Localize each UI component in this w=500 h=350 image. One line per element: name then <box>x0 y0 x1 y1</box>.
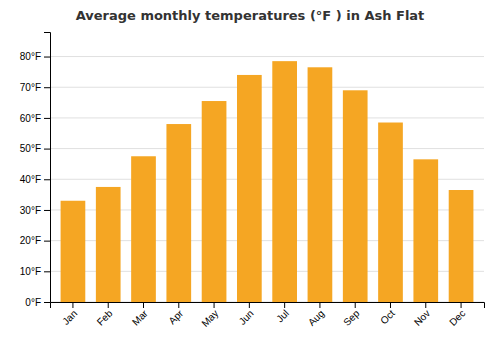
x-tick: Oct <box>378 302 397 326</box>
x-tick: Dec <box>447 302 467 328</box>
bar <box>131 156 156 302</box>
y-tick: 0°F <box>25 297 50 308</box>
bar <box>272 61 297 302</box>
y-tick-mark <box>44 271 50 272</box>
y-tick: 10°F <box>20 266 50 277</box>
y-axis: 0°F 10°F 20°F 30°F 40°F 50°F 60°F 70°F 80°F <box>20 33 51 308</box>
bar <box>237 75 262 302</box>
y-tick-label: 40°F <box>20 174 41 185</box>
bars <box>61 61 474 302</box>
x-tick-label: Aug <box>306 308 326 328</box>
y-tick: 80°F <box>20 51 50 62</box>
x-tick-label: Sep <box>341 307 362 328</box>
y-tick: 50°F <box>20 143 50 154</box>
x-tick-label: Jan <box>60 308 79 327</box>
y-tick: 30°F <box>20 205 50 216</box>
title: Average monthly temperatures (°F ) in As… <box>76 8 425 23</box>
x-tick-label: Mar <box>130 307 150 327</box>
x-tick: May <box>199 302 220 329</box>
bar <box>96 187 121 302</box>
grid <box>50 57 484 302</box>
y-tick-mark <box>44 149 50 150</box>
x-tick: Jan <box>60 302 79 327</box>
x-tick: Aug <box>306 302 326 328</box>
x-tick-mark <box>390 302 391 308</box>
x-tick-label: Dec <box>447 308 467 328</box>
y-axis-line <box>44 33 51 303</box>
x-tick-label: Apr <box>166 307 185 326</box>
x-tick: Mar <box>130 302 150 328</box>
bar <box>378 123 403 302</box>
x-tick-label: Feb <box>95 307 115 327</box>
grid-line <box>50 87 484 88</box>
x-tick-mark <box>143 302 144 308</box>
y-tick-label: 30°F <box>20 205 41 216</box>
x-tick-mark <box>178 302 179 308</box>
y-tick: 40°F <box>20 174 50 185</box>
y-tick-mark <box>44 302 50 303</box>
bar <box>61 201 86 302</box>
bar <box>343 90 368 302</box>
x-tick-mark <box>214 302 215 308</box>
x-tick-mark <box>249 302 250 308</box>
y-tick-label: 60°F <box>20 113 41 124</box>
y-tick-mark <box>44 118 50 119</box>
bar <box>413 159 438 302</box>
x-tick: Apr <box>166 302 185 326</box>
x-tick: Feb <box>95 302 115 328</box>
y-tick: 20°F <box>20 235 50 246</box>
y-tick-mark <box>44 87 50 88</box>
y-tick-label: 10°F <box>20 266 41 277</box>
y-tick-mark <box>44 210 50 211</box>
y-tick: 60°F <box>20 113 50 124</box>
x-tick-label: Jul <box>274 308 291 325</box>
x-tick-label: Nov <box>412 308 432 328</box>
y-tick-mark <box>44 241 50 242</box>
x-tick-mark <box>284 302 285 308</box>
bar <box>166 124 191 302</box>
x-tick-mark <box>319 302 320 308</box>
grid-line <box>50 148 484 149</box>
bar <box>308 67 333 302</box>
x-tick-mark <box>425 302 426 308</box>
x-tick-label: Jun <box>237 308 256 327</box>
bar <box>449 190 474 302</box>
x-tick: Jun <box>237 302 256 327</box>
x-tick: Jul <box>274 302 291 324</box>
x-tick-mark <box>108 302 109 308</box>
y-tick-label: 20°F <box>20 235 41 246</box>
bar <box>202 101 227 302</box>
y-tick-label: 80°F <box>20 51 41 62</box>
x-tick-mark <box>461 302 462 308</box>
y-tick-label: 50°F <box>20 143 41 154</box>
x-tick-label: May <box>199 308 220 329</box>
x-tick-label: Oct <box>378 308 397 327</box>
x-axis: Jan Feb Mar Apr May Jun Jul Aug Sep Oct Nov Dec <box>51 302 485 329</box>
plot: 0°F 10°F 20°F 30°F 40°F 50°F 60°F 70°F 80°F Jan Fe… <box>20 33 485 329</box>
y-tick-label: 70°F <box>20 82 41 93</box>
x-axis-line <box>51 303 485 309</box>
x-tick-mark <box>355 302 356 308</box>
y-tick-mark <box>44 57 50 58</box>
y-tick-label: 0°F <box>25 297 41 308</box>
chart: Average monthly temperatures (°F ) in As… <box>0 0 500 350</box>
x-tick: Sep <box>341 302 362 328</box>
grid-line <box>50 117 484 118</box>
y-tick: 70°F <box>20 82 50 93</box>
grid-line <box>50 56 484 57</box>
y-tick-mark <box>44 179 50 180</box>
x-tick-mark <box>72 302 73 308</box>
x-tick: Nov <box>412 302 432 328</box>
